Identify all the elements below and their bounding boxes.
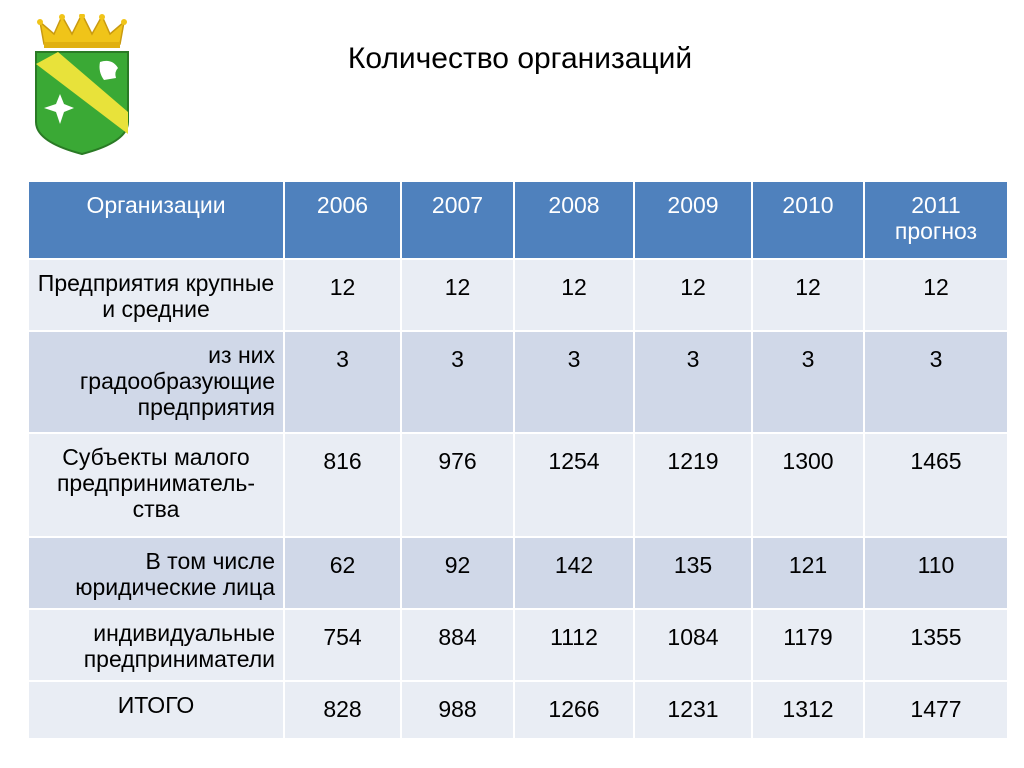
column-header: 2009 <box>633 180 753 260</box>
table-cell: 1231 <box>633 680 753 740</box>
table-cell: 1266 <box>513 680 635 740</box>
table-cell: 12 <box>513 258 635 332</box>
table-cell: 62 <box>283 536 402 610</box>
organizations-table: Организации 2006 2007 2008 2009 2010 201… <box>27 180 1009 740</box>
table-cell: 1465 <box>863 432 1009 538</box>
table-cell: 754 <box>283 608 402 682</box>
table-cell: 988 <box>400 680 515 740</box>
table-row: ИТОГО 828 988 1266 1231 1312 1477 <box>27 680 1009 740</box>
row-label: ИТОГО <box>27 680 285 740</box>
row-label: В том числе юридические лица <box>27 536 285 610</box>
table-cell: 92 <box>400 536 515 610</box>
table-row: Предприятия крупные и средние 12 12 12 1… <box>27 258 1009 332</box>
column-header: 2008 <box>513 180 635 260</box>
column-header: Организации <box>27 180 285 260</box>
row-label: Субъекты малого предприниматель-ства <box>27 432 285 538</box>
table-cell: 121 <box>751 536 865 610</box>
table-cell: 3 <box>633 330 753 434</box>
table-cell: 142 <box>513 536 635 610</box>
table-cell: 3 <box>751 330 865 434</box>
column-header: 2007 <box>400 180 515 260</box>
table-row: индивидуальные предприниматели 754 884 1… <box>27 608 1009 682</box>
table-cell: 3 <box>513 330 635 434</box>
table-cell: 1179 <box>751 608 865 682</box>
table-cell: 1254 <box>513 432 635 538</box>
coat-of-arms-icon <box>35 14 129 156</box>
column-header: 2011 прогноз <box>863 180 1009 260</box>
table-cell: 3 <box>400 330 515 434</box>
table-cell: 12 <box>633 258 753 332</box>
table-cell: 12 <box>751 258 865 332</box>
table-cell: 135 <box>633 536 753 610</box>
table-cell: 1312 <box>751 680 865 740</box>
table-cell: 3 <box>863 330 1009 434</box>
table-cell: 1084 <box>633 608 753 682</box>
table-cell: 12 <box>400 258 515 332</box>
table-cell: 1355 <box>863 608 1009 682</box>
table-cell: 1219 <box>633 432 753 538</box>
table-cell: 1112 <box>513 608 635 682</box>
table-cell: 828 <box>283 680 402 740</box>
column-header: 2006 <box>283 180 402 260</box>
table-cell: 3 <box>283 330 402 434</box>
table-cell: 884 <box>400 608 515 682</box>
page-title: Количество организаций <box>347 42 693 75</box>
table-row: из них градообразующие предприятия 3 3 3… <box>27 330 1009 434</box>
table-cell: 12 <box>863 258 1009 332</box>
column-header: 2010 <box>751 180 865 260</box>
table-cell: 1300 <box>751 432 865 538</box>
row-label: индивидуальные предприниматели <box>27 608 285 682</box>
table-cell: 976 <box>400 432 515 538</box>
table-header-row: Организации 2006 2007 2008 2009 2010 201… <box>27 180 1009 260</box>
row-label: Предприятия крупные и средние <box>27 258 285 332</box>
table-row: Субъекты малого предприниматель-ства 816… <box>27 432 1009 538</box>
table-cell: 816 <box>283 432 402 538</box>
table-cell: 1477 <box>863 680 1009 740</box>
row-label: из них градообразующие предприятия <box>27 330 285 434</box>
table-row: В том числе юридические лица 62 92 142 1… <box>27 536 1009 610</box>
table-cell: 110 <box>863 536 1009 610</box>
table-cell: 12 <box>283 258 402 332</box>
